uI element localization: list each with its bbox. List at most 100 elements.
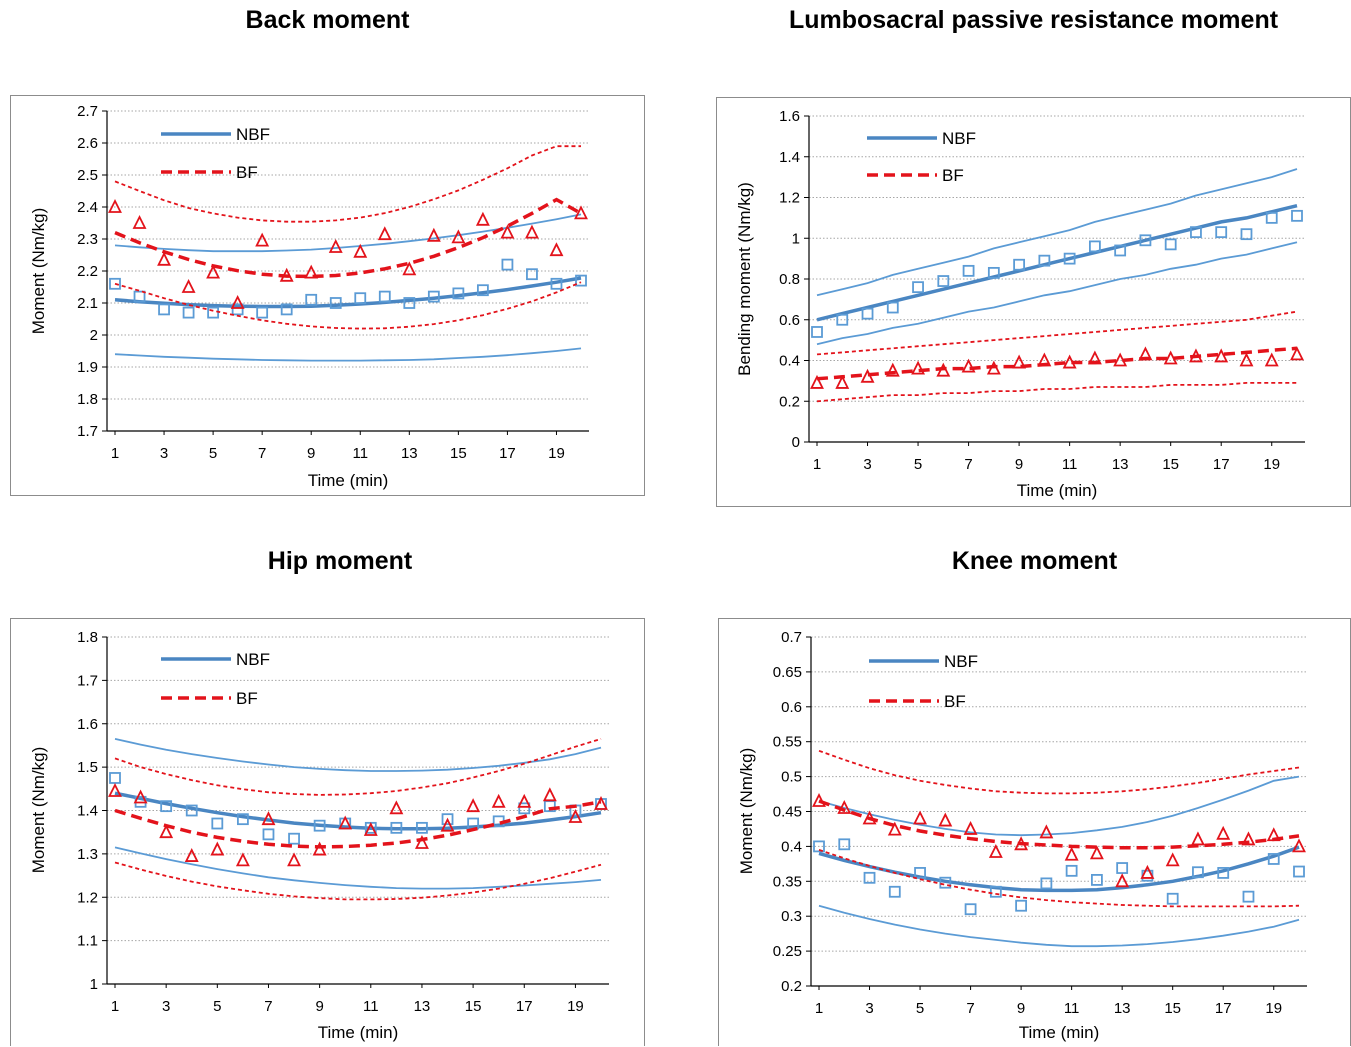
y-tick-label: 2.1 — [77, 295, 98, 312]
data-point-bf — [1140, 864, 1155, 879]
data-point-bf — [1165, 852, 1180, 867]
y-tick-label: 0.35 — [773, 873, 802, 890]
data-point-nbf — [288, 832, 300, 845]
data-point-nbf — [501, 258, 514, 271]
x-tick-label: 1 — [111, 998, 119, 1015]
data-point-bf — [988, 843, 1003, 858]
series-bf-lower-band — [816, 382, 1297, 403]
data-point-bf — [1241, 831, 1256, 846]
x-axis-label: Time (min) — [1019, 1023, 1100, 1042]
series-bf-lower-band — [114, 861, 602, 901]
data-point-bf — [1214, 348, 1229, 363]
chart-lumbosacral: 00.20.40.60.811.21.41.61 3 5 7 9 11 13 15 17 19Ti… — [735, 108, 1305, 500]
data-point-nbf — [256, 306, 269, 319]
data-point-bf — [1266, 827, 1281, 842]
x-tick-label: 19 — [548, 445, 565, 462]
data-point-nbf — [1116, 862, 1129, 874]
x-tick-label: 3 — [162, 998, 170, 1015]
data-point-bf — [936, 362, 951, 377]
x-tick-label: 17 — [499, 445, 516, 462]
series-bf-fit-line — [114, 800, 602, 849]
x-tick-label: 15 — [1162, 456, 1179, 473]
data-point-nbf — [1192, 866, 1204, 879]
x-tick-label: 9 — [307, 445, 315, 462]
x-tick-label: 11 — [1062, 456, 1078, 473]
y-tick-label: 1 — [90, 976, 98, 993]
data-point-bf — [466, 798, 481, 813]
data-point-nbf — [987, 266, 1000, 279]
legend-label-bf: BF — [944, 692, 966, 711]
data-point-nbf — [1240, 228, 1253, 241]
chart-back-moment: 1.71.81.922.12.22.32.42.52.62.71 3 5 7 9 11 13… — [29, 103, 589, 490]
x-tick-label: 5 — [213, 998, 221, 1015]
series-nbf-lower-band — [114, 846, 602, 890]
data-point-bf — [304, 264, 319, 279]
data-point-bf — [1290, 346, 1304, 361]
series-bf-upper-band — [818, 749, 1300, 795]
data-point-nbf — [1293, 865, 1305, 878]
data-point-bf — [1012, 354, 1027, 369]
data-point-nbf — [329, 297, 342, 309]
data-point-bf — [837, 799, 852, 814]
data-point-bf — [210, 841, 225, 856]
series-bf-upper-band — [114, 145, 581, 223]
series-nbf-upper-band — [114, 738, 602, 772]
chart-title-lumbosacral: Lumbosacral passive resistance moment — [788, 6, 1279, 34]
y-tick-label: 1.6 — [77, 716, 98, 733]
x-tick-label: 13 — [401, 445, 418, 462]
data-point-nbf — [1015, 899, 1028, 912]
data-point-nbf — [1164, 238, 1177, 251]
chart-title-back-moment: Back moment — [245, 6, 410, 34]
series-nbf-upper-band — [114, 213, 582, 253]
x-tick-label: 7 — [264, 998, 272, 1015]
series-bf-lower-band — [114, 281, 582, 330]
data-point-nbf — [109, 772, 121, 784]
data-point-bf — [261, 811, 276, 826]
data-point-bf — [1138, 346, 1153, 361]
data-point-bf — [1188, 348, 1203, 363]
data-point-nbf — [211, 817, 224, 830]
x-tick-label: 19 — [567, 998, 584, 1015]
series-bf-lower-band — [818, 849, 1300, 908]
data-point-bf — [594, 795, 608, 810]
y-tick-label: 1.9 — [77, 359, 98, 376]
data-point-nbf — [1038, 254, 1051, 267]
y-axis-label: Moment (Nm/kg) — [29, 208, 48, 335]
y-tick-label: 0.45 — [773, 804, 802, 821]
data-point-nbf — [838, 838, 851, 851]
y-tick-label: 0.4 — [779, 353, 800, 370]
data-point-nbf — [133, 290, 146, 303]
data-point-bf — [132, 214, 147, 229]
data-point-bf — [328, 238, 343, 253]
y-tick-label: 2.4 — [77, 199, 98, 216]
data-point-bf — [1039, 824, 1054, 839]
chart-knee-moment: 0.20.250.30.350.40.450.50.550.60.650.71 3… — [737, 629, 1307, 1042]
data-point-bf — [1239, 352, 1254, 367]
x-tick-label: 11 — [352, 445, 368, 462]
y-tick-label: 0.7 — [781, 629, 802, 646]
x-tick-label: 1 — [815, 1000, 823, 1017]
data-point-bf — [312, 841, 327, 856]
data-point-bf — [1216, 825, 1231, 840]
y-tick-label: 0.6 — [779, 312, 800, 329]
data-point-bf — [181, 278, 196, 293]
data-point-bf — [887, 821, 902, 836]
data-point-bf — [500, 224, 515, 239]
y-tick-label: 1.8 — [77, 629, 98, 646]
data-point-nbf — [1267, 853, 1280, 865]
y-tick-label: 2.3 — [77, 231, 98, 248]
x-axis-label: Time (min) — [318, 1023, 399, 1042]
data-point-nbf — [1065, 864, 1078, 877]
x-tick-label: 11 — [1064, 1000, 1080, 1017]
data-point-nbf — [280, 303, 293, 316]
x-tick-label: 7 — [966, 1000, 974, 1017]
series-nbf-lower-band — [114, 347, 582, 362]
data-point-nbf — [313, 819, 326, 832]
y-tick-label: 0.6 — [781, 699, 802, 716]
y-tick-label: 0.65 — [773, 664, 802, 681]
data-point-bf — [835, 374, 850, 389]
data-point-bf — [810, 374, 824, 389]
y-tick-label: 0.2 — [781, 978, 802, 995]
data-point-nbf — [914, 867, 926, 879]
data-point-bf — [963, 820, 978, 835]
